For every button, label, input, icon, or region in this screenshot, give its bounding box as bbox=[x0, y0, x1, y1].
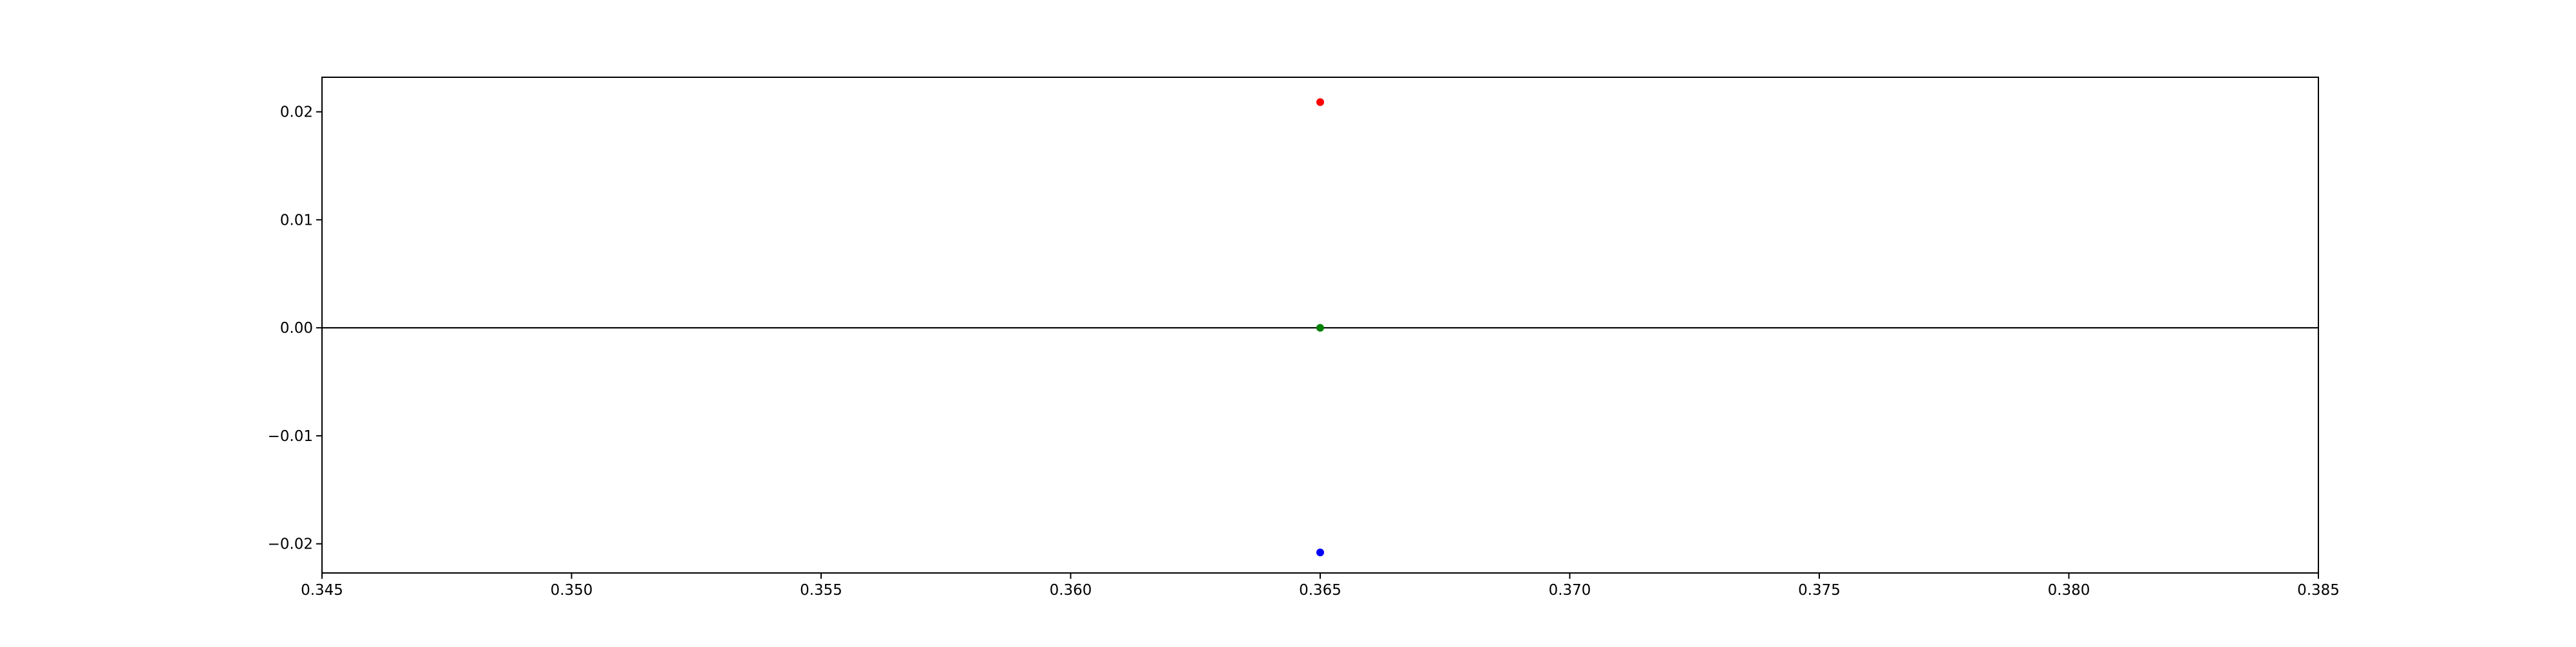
y-tick-label: 0.00 bbox=[280, 320, 313, 337]
data-point-series-2 bbox=[1316, 549, 1324, 557]
x-tick-label: 0.360 bbox=[1050, 582, 1092, 599]
y-tick-label: −0.01 bbox=[268, 428, 313, 445]
x-tick-label: 0.375 bbox=[1798, 582, 1841, 599]
y-axis-ticks: 0.02 0.01 0.00 −0.01 −0.02 bbox=[268, 104, 322, 553]
y-tick-label: 0.02 bbox=[280, 104, 313, 121]
x-tick-label: 0.350 bbox=[551, 582, 593, 599]
y-tick-label: 0.01 bbox=[280, 212, 313, 229]
x-tick-label: 0.355 bbox=[800, 582, 842, 599]
x-tick-label: 0.370 bbox=[1549, 582, 1591, 599]
y-tick-label: −0.02 bbox=[268, 536, 313, 553]
data-points-layer bbox=[1316, 98, 1324, 557]
x-tick-label: 0.365 bbox=[1299, 582, 1341, 599]
x-tick-label: 0.345 bbox=[301, 582, 343, 599]
data-point-series-0 bbox=[1316, 98, 1324, 106]
x-tick-label: 0.380 bbox=[2048, 582, 2090, 599]
x-axis-ticks: 0.345 0.350 0.355 0.360 0.365 0.370 0.375 0.380… bbox=[301, 573, 2340, 599]
x-tick-label: 0.385 bbox=[2297, 582, 2340, 599]
data-point-series-1 bbox=[1316, 324, 1324, 332]
